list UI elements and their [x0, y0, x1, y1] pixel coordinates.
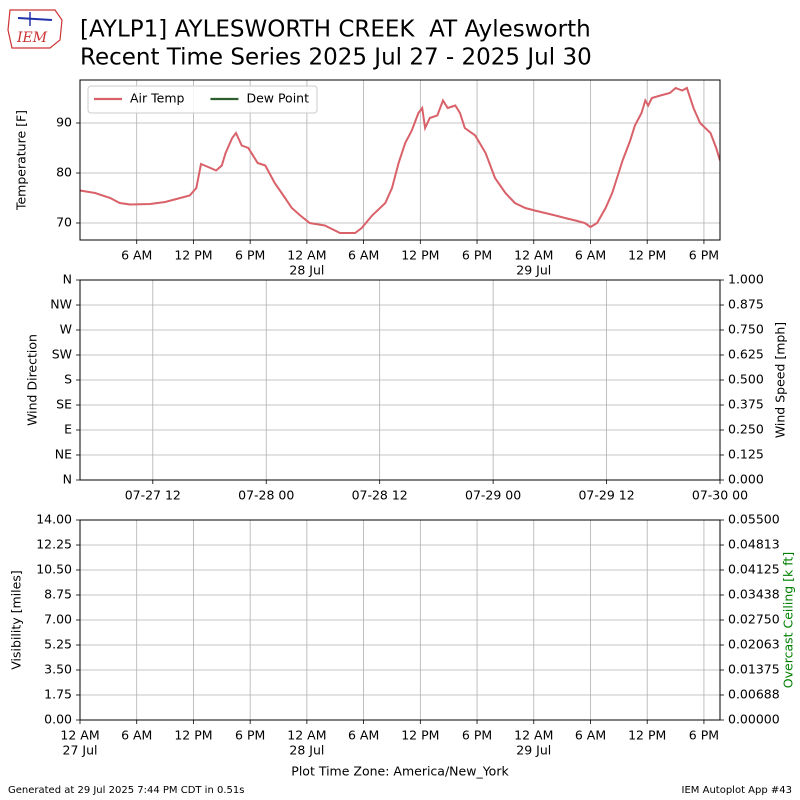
legend-box: [87, 85, 318, 114]
x-tick-date: 28 Jul: [289, 743, 324, 758]
x-tick-label: 07-29 12: [578, 488, 634, 503]
footer-right: IEM Autoplot App #43: [682, 785, 792, 796]
y2-tick-label: 0.000: [728, 472, 764, 487]
y2-tick-label: 0.02063: [728, 637, 780, 652]
x-tick-date: 29 Jul: [516, 743, 551, 758]
x-tick-date: 28 Jul: [289, 263, 324, 278]
y-tick-label: 1.75: [44, 687, 72, 702]
y-tick-label: 3.50: [44, 662, 72, 677]
chart-subtitle: Recent Time Series 2025 Jul 27 - 2025 Ju…: [80, 45, 592, 71]
x-tick-label: 6 PM: [689, 248, 719, 263]
x-tick-label: 07-29 00: [465, 488, 521, 503]
x-tick-label: 6 AM: [121, 248, 152, 263]
x-tick-label: 6 PM: [462, 248, 492, 263]
x-tick-label: 12 AM: [60, 728, 99, 743]
y-axis-label: Visibility [miles]: [9, 570, 24, 669]
y-tick-label: 7.00: [44, 612, 72, 627]
y2-tick-label: 0.04125: [728, 562, 780, 577]
y-tick-label: NE: [55, 447, 72, 462]
y-tick-label: 5.25: [44, 637, 72, 652]
y2-tick-label: 0.500: [728, 372, 764, 387]
y2-tick-label: 0.750: [728, 322, 764, 337]
x-axis-label: Plot Time Zone: America/New_York: [291, 764, 509, 779]
x-tick-label: 6 AM: [575, 248, 606, 263]
y2-tick-label: 0.875: [728, 297, 764, 312]
y2-tick-label: 0.375: [728, 397, 764, 412]
x-tick-label: 07-28 12: [352, 488, 408, 503]
y2-tick-label: 0.02750: [728, 612, 780, 627]
y2-tick-label: 0.125: [728, 447, 764, 462]
y-tick-label: 0.00: [44, 712, 72, 727]
x-tick-date: 27 Jul: [63, 743, 98, 758]
y-tick-label: 14.00: [36, 512, 72, 527]
x-tick-label: 12 PM: [628, 728, 666, 743]
x-tick-label: 6 PM: [235, 728, 265, 743]
y-tick-label: 10.50: [36, 562, 72, 577]
y-axis-label: Wind Direction: [25, 334, 40, 426]
x-tick-label: 12 PM: [401, 248, 439, 263]
y-tick-label: 90: [56, 115, 72, 130]
y2-tick-label: 1.000: [728, 272, 764, 287]
chart-title: [AYLP1] AYLESWORTH CREEK AT Aylesworth: [80, 17, 591, 43]
y-axis-label: Temperature [F]: [14, 110, 29, 211]
series-line: [80, 86, 720, 234]
x-tick-label: 07-30 00: [692, 488, 748, 503]
y2-tick-label: 0.04813: [728, 537, 780, 552]
plot-frame: [79, 279, 721, 481]
x-tick-label: 6 PM: [235, 248, 265, 263]
y-tick-label: NW: [50, 297, 72, 312]
x-tick-label: 12 PM: [401, 728, 439, 743]
x-tick-label: 12 PM: [174, 248, 212, 263]
x-tick-label: 6 AM: [348, 248, 379, 263]
legend-label: Dew Point: [246, 91, 309, 106]
y-tick-label: W: [60, 322, 72, 337]
x-tick-date: 29 Jul: [516, 263, 551, 278]
y-tick-label: 80: [56, 165, 72, 180]
x-tick-label: 6 PM: [689, 728, 719, 743]
y2-axis-label: Overcast Ceiling [k ft]: [781, 552, 796, 688]
x-tick-label: 07-27 12: [125, 488, 181, 503]
y-tick-label: SW: [52, 347, 72, 362]
y2-tick-label: 0.250: [728, 422, 764, 437]
y-tick-label: N: [63, 272, 72, 287]
x-tick-label: 07-28 00: [238, 488, 294, 503]
logo: IEM: [7, 9, 63, 49]
y-tick-label: 12.25: [36, 537, 72, 552]
x-tick-label: 12 AM: [514, 728, 553, 743]
x-tick-label: 6 PM: [462, 728, 492, 743]
logo-text: IEM: [16, 30, 48, 46]
x-tick-label: 6 AM: [121, 728, 152, 743]
x-tick-label: 6 AM: [348, 728, 379, 743]
y-tick-label: S: [64, 372, 72, 387]
legend-label: Air Temp: [130, 91, 185, 106]
x-tick-label: 12 AM: [287, 248, 326, 263]
y2-axis-label: Wind Speed [mph]: [773, 322, 788, 438]
y2-tick-label: 0.01375: [728, 662, 780, 677]
footer-left: Generated at 29 Jul 2025 7:44 PM CDT in …: [8, 785, 244, 796]
x-tick-label: 12 AM: [514, 248, 553, 263]
y-tick-label: SE: [56, 397, 72, 412]
x-tick-label: 12 PM: [174, 728, 212, 743]
y2-tick-label: 0.03438: [728, 587, 780, 602]
y-tick-label: 70: [56, 215, 72, 230]
y-tick-label: N: [63, 472, 72, 487]
y2-tick-label: 0.625: [728, 347, 764, 362]
y2-tick-label: 0.00000: [728, 712, 780, 727]
x-tick-label: 12 AM: [287, 728, 326, 743]
plot-frame: [79, 519, 721, 721]
y-tick-label: E: [64, 422, 72, 437]
x-tick-label: 6 AM: [575, 728, 606, 743]
y-tick-label: 8.75: [44, 587, 72, 602]
y2-tick-label: 0.05500: [728, 512, 780, 527]
x-tick-label: 12 PM: [628, 248, 666, 263]
y2-tick-label: 0.00688: [728, 687, 780, 702]
plot-frame: [79, 79, 721, 241]
